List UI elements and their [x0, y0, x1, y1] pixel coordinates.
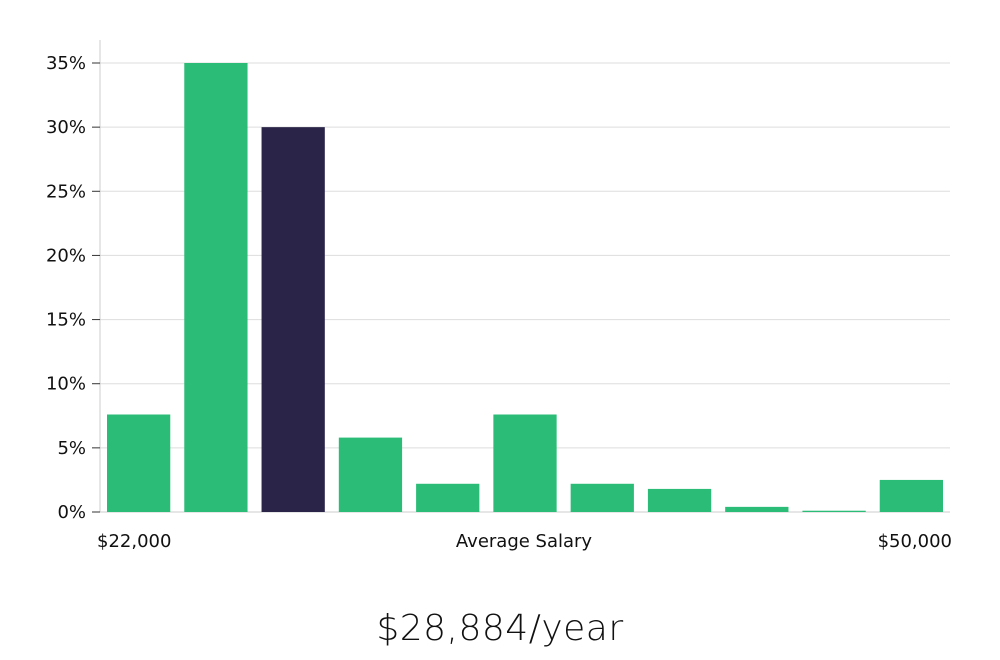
y-tick-label: 10% [46, 374, 86, 395]
bar [493, 414, 557, 512]
bar-highlighted [261, 127, 325, 513]
y-tick-label: 0% [57, 502, 86, 523]
y-tick-labels: 0% 5% 10% 15% 20% 25% 30% 35% [46, 53, 100, 523]
bars [107, 63, 943, 513]
average-salary-value: $28,884/year [376, 608, 624, 649]
bar [570, 483, 634, 512]
y-tick-label: 20% [46, 245, 86, 266]
bar [802, 510, 866, 512]
y-tick-label: 15% [46, 310, 86, 331]
bar [338, 437, 403, 512]
bar [647, 488, 712, 512]
x-max-label: $50,000 [878, 531, 952, 552]
bar [107, 414, 171, 512]
bar [725, 506, 789, 512]
y-tick-label: 35% [46, 53, 86, 74]
y-tick-label: 30% [46, 117, 86, 138]
x-labels: $22,000 Average Salary $50,000 [97, 531, 952, 552]
x-min-label: $22,000 [97, 531, 171, 552]
salary-histogram: 0% 5% 10% 15% 20% 25% 30% 35% $22,000 Average S… [46, 40, 952, 552]
bar [879, 479, 943, 512]
bar [184, 63, 248, 512]
y-tick-label: 5% [57, 438, 86, 459]
bar [416, 483, 480, 512]
y-tick-label: 25% [46, 181, 86, 202]
x-axis-title: Average Salary [456, 531, 593, 552]
